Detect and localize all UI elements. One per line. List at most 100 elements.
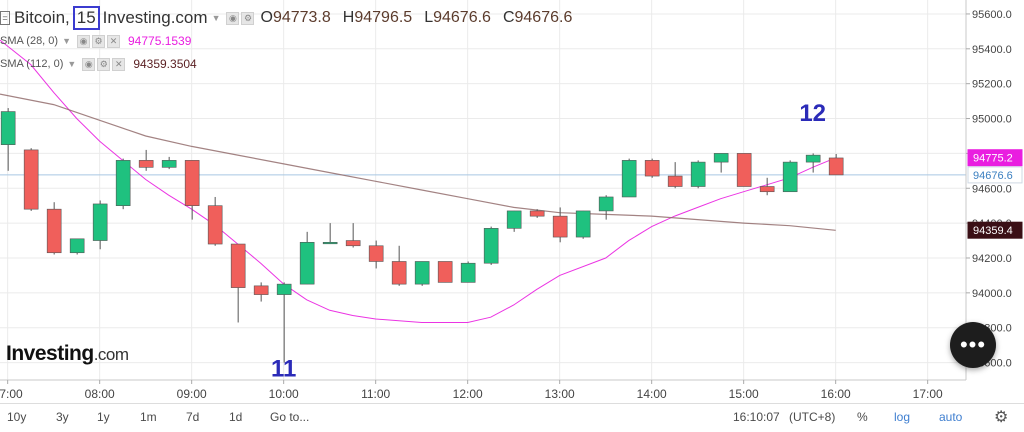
price-label-text: 94676.6 <box>973 170 1013 182</box>
candle-down <box>46 208 62 254</box>
eye-icon[interactable]: ◉ <box>226 11 240 25</box>
sma28-line <box>0 39 836 323</box>
candle-up <box>713 153 729 163</box>
range-7d[interactable]: 7d <box>186 410 200 424</box>
sma112-legend: SMA (112, 0) ▼ ◉ ⚙ ✕ 94359.3504 <box>0 57 197 71</box>
x-tick-label: 08:00 <box>85 387 115 401</box>
price-labels: 94775.2 94676.6 94359.4 <box>967 149 1023 239</box>
eye-icon[interactable]: ◉ <box>82 57 96 71</box>
candle-up <box>483 228 499 264</box>
candle-down <box>368 245 384 262</box>
ohlc-high-key: H <box>342 9 355 26</box>
wave-annotation: 11 <box>271 356 296 383</box>
range-3y[interactable]: 3y <box>56 410 69 424</box>
candle-down <box>345 240 361 247</box>
more-dots-icon: ••• <box>959 332 987 357</box>
symbol-name[interactable]: Bitcoin, <box>14 8 70 27</box>
x-tick-label: 16:00 <box>821 387 851 401</box>
candle-down <box>23 149 39 210</box>
sma28-name[interactable]: SMA (28, 0) <box>0 35 59 47</box>
ohlc-close-value: 94676.6 <box>514 9 573 26</box>
chevron-down-icon[interactable]: ▼ <box>211 13 221 23</box>
y-tick-label: 94200.0 <box>972 253 1012 265</box>
chevron-down-icon[interactable]: ▼ <box>67 59 77 69</box>
candle-up <box>0 111 16 145</box>
candle-up <box>460 262 476 283</box>
more-options-button[interactable]: ••• <box>950 322 996 368</box>
y-tick-label: 95000.0 <box>972 114 1012 126</box>
wave-annotation: 12 <box>799 100 826 127</box>
percent-toggle[interactable]: % <box>857 410 868 424</box>
range-1m[interactable]: 1m <box>140 410 157 424</box>
x-tick-label: 14:00 <box>637 387 667 401</box>
x-tick-label: 17:00 <box>913 387 943 401</box>
candle-up <box>598 196 614 212</box>
log-toggle[interactable]: log <box>894 410 911 424</box>
symbol-legend: = Bitcoin, 15 Investing.com ▼ ◉ ⚙ O 94773… <box>0 6 584 30</box>
chevron-down-icon[interactable]: ▼ <box>62 36 71 46</box>
x-tick-label: 13:00 <box>545 387 575 401</box>
clock-time: 16:10:07 <box>733 410 780 424</box>
candle-up <box>414 261 430 285</box>
sma28-legend: SMA (28, 0) ▼ ◉ ⚙ ✕ 94775.1539 <box>0 34 191 48</box>
candle-down <box>437 261 453 283</box>
gear-icon[interactable]: ⚙ <box>994 409 1009 426</box>
eye-icon[interactable]: ◉ <box>77 34 90 48</box>
candle-up <box>161 160 177 168</box>
candle-up <box>92 203 108 241</box>
price-label-text: 94359.4 <box>973 225 1013 237</box>
candle-down <box>828 157 844 176</box>
source-name: Investing.com <box>102 8 208 27</box>
ohlc-close-key: C <box>502 9 515 26</box>
candle-up <box>621 160 637 198</box>
settings-icon[interactable]: ⚙ <box>241 11 255 25</box>
sma112-line <box>0 93 836 231</box>
interval-box[interactable]: 15 <box>72 6 100 30</box>
candle-down <box>138 160 154 168</box>
logo-brand: Investing <box>6 342 94 365</box>
x-tick-label: 09:00 <box>177 387 207 401</box>
remove-icon[interactable]: ✕ <box>107 34 120 48</box>
candle-down <box>759 186 775 193</box>
remove-icon[interactable]: ✕ <box>112 57 126 71</box>
y-tick-label: 94600.0 <box>972 183 1012 195</box>
price-axis[interactable]: 93600.093800.094000.094200.094400.094600… <box>966 9 1012 370</box>
y-tick-label: 95400.0 <box>972 44 1012 56</box>
candle-down <box>736 153 752 187</box>
ohlc-open-value: 94773.8 <box>272 9 331 26</box>
candle-up <box>115 160 131 206</box>
time-axis[interactable]: 07:00 08:00 09:00 10:00 11:00 12:00 13:00 14:00… <box>0 380 943 401</box>
x-tick-label: 15:00 <box>729 387 759 401</box>
candle-up <box>322 241 338 245</box>
goto-button[interactable]: Go to... <box>270 410 310 424</box>
y-tick-label: 95200.0 <box>972 79 1012 91</box>
sma-lines <box>0 39 836 323</box>
symbol-collapse-icon[interactable]: = <box>0 11 10 25</box>
sma112-name[interactable]: SMA (112, 0) <box>0 58 64 70</box>
timezone-label[interactable]: (UTC+8) <box>789 410 836 424</box>
range-1d[interactable]: 1d <box>229 410 243 424</box>
price-label-box <box>967 166 1023 184</box>
candle-up <box>805 154 821 163</box>
ohlc-high-value: 94796.5 <box>354 9 413 26</box>
auto-toggle[interactable]: auto <box>939 410 963 424</box>
range-1y[interactable]: 1y <box>97 410 110 424</box>
x-tick-label: 11:00 <box>361 387 390 401</box>
x-tick-label: 10:00 <box>269 387 299 401</box>
settings-icon[interactable]: ⚙ <box>97 57 111 71</box>
annotations: 11 12 <box>271 100 826 382</box>
candle-down <box>253 285 269 295</box>
range-10y[interactable]: 10y <box>7 410 27 424</box>
price-label-box <box>967 221 1023 239</box>
settings-icon[interactable]: ⚙ <box>92 34 105 48</box>
candle-down <box>644 160 660 177</box>
price-label-text: 94775.2 <box>973 153 1013 165</box>
candle-up <box>690 161 706 187</box>
sma112-value: 94359.3504 <box>133 57 197 71</box>
candle-down <box>184 160 200 206</box>
candle-down <box>667 175 683 187</box>
y-tick-label: 94000.0 <box>972 288 1012 300</box>
ohlc-open-key: O <box>260 9 273 26</box>
candle-down <box>552 215 568 238</box>
